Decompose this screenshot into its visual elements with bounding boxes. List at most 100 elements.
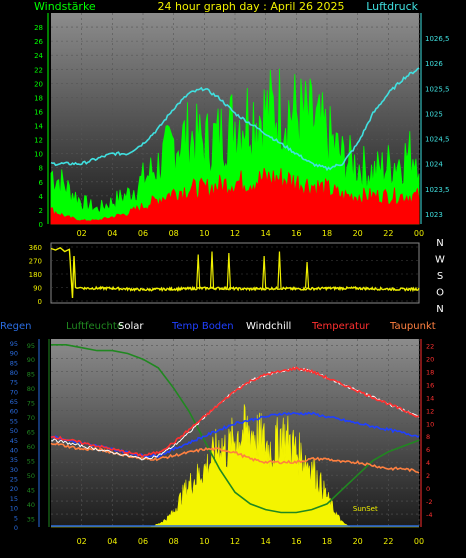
wind-series — [50, 167, 420, 225]
solar-series — [51, 404, 419, 528]
x-tick-label: 08 — [169, 537, 179, 546]
left-tick-label: 18 — [34, 94, 43, 102]
chart-title: 24 hour graph day : April 26 2025 — [158, 0, 345, 13]
rain-tick-label: 70 — [10, 388, 18, 396]
left-tick-label: 4 — [39, 193, 44, 201]
right-tick-label: 1025,5 — [425, 85, 450, 93]
temp-tick-label: 10 — [426, 420, 434, 428]
direction-series — [50, 247, 420, 299]
legend-item: Taupunkt — [389, 321, 436, 332]
x-tick-label: 04 — [107, 229, 117, 238]
rain-tick-label: 40 — [10, 446, 18, 454]
series-temperatur — [50, 366, 420, 458]
left-tick-label: 14 — [34, 123, 43, 131]
x-tick-label: 22 — [383, 229, 393, 238]
rain-tick-label: 45 — [10, 437, 18, 445]
left-tick-label: 2 — [39, 207, 43, 215]
rain-tick-label: 30 — [10, 466, 18, 474]
left-axis-title: Windstärke — [34, 0, 96, 13]
x-tick-label: 08 — [169, 229, 179, 238]
left-tick-label: 20 — [34, 80, 43, 88]
legend-item: Luftfeuchte — [66, 321, 123, 332]
humidity-tick-label: 70 — [27, 414, 35, 422]
rain-tick-label: 95 — [10, 340, 18, 348]
legend-item: Windchill — [246, 321, 291, 332]
left-tick-label: 0 — [39, 221, 43, 229]
series-temp-boden — [50, 411, 420, 458]
temp-tick-label: 12 — [426, 407, 434, 415]
x-tick-label: 14 — [261, 537, 271, 546]
humidity-tick-label: 50 — [27, 472, 35, 480]
direction-spike — [226, 252, 231, 289]
pressure-series — [50, 67, 420, 172]
temp-tick-label: 6 — [426, 446, 430, 454]
right-tick-label: 1026 — [425, 60, 443, 68]
direction-spike — [304, 261, 310, 289]
right-tick-label: 1026,5 — [425, 35, 450, 43]
compass-label: O — [436, 288, 444, 299]
rain-tick-label: 55 — [10, 417, 18, 425]
direction-spike — [196, 254, 201, 289]
temperature-panel-grid — [51, 339, 420, 527]
direction-tick-label: 180 — [29, 271, 42, 279]
humidity-tick-label: 45 — [27, 486, 35, 494]
temp-tick-label: 20 — [426, 355, 434, 363]
humidity-tick-label: 85 — [27, 371, 35, 379]
x-tick-label: 16 — [291, 229, 301, 238]
rain-tick-label: 5 — [14, 514, 18, 522]
humidity-series — [51, 344, 420, 514]
humidity-tick-label: 80 — [27, 385, 35, 393]
left-tick-label: 8 — [39, 165, 43, 173]
temp-tick-label: 4 — [426, 459, 430, 467]
humidity-tick-label: 55 — [27, 457, 35, 465]
right-tick-label: 1025 — [425, 110, 443, 118]
humidity-tick-label: 35 — [27, 515, 35, 523]
temp-tick-label: 0 — [426, 485, 430, 493]
humidity-tick-label: 90 — [27, 356, 35, 364]
x-tick-label: 12 — [230, 537, 240, 546]
x-tick-label: 14 — [261, 229, 271, 238]
left-tick-label: 10 — [34, 151, 43, 159]
x-tick-label: 12 — [230, 229, 240, 238]
sunset-annotation: SunSet — [353, 505, 378, 513]
compass-label: N — [436, 304, 443, 315]
direction-tick-label: 90 — [33, 285, 42, 293]
direction-panel-background — [50, 242, 420, 304]
x-tick-label: 00 — [414, 537, 424, 546]
x-tick-label: 00 — [414, 229, 424, 238]
x-tick-label: 02 — [77, 229, 87, 238]
wind-direction-series — [50, 247, 420, 299]
rain-tick-label: 90 — [10, 350, 18, 358]
x-tick-label: 18 — [322, 537, 332, 546]
humidity-tick-label: 75 — [27, 400, 35, 408]
x-tick-label: 20 — [353, 537, 363, 546]
temp-tick-label: 2 — [426, 472, 430, 480]
compass-label: S — [437, 271, 443, 282]
rain-tick-label: 80 — [10, 369, 18, 377]
left-tick-label: 12 — [34, 137, 43, 145]
rain-tick-label: 0 — [14, 524, 18, 532]
right-tick-label: 1024,5 — [425, 136, 450, 144]
wind-pressure-series — [50, 67, 420, 225]
humidity-tick-label: 40 — [27, 501, 35, 509]
compass-label: N — [436, 238, 443, 249]
left-tick-label: 26 — [34, 38, 43, 46]
temp-tick-label: -2 — [426, 498, 432, 506]
direction-tick-label: 360 — [29, 244, 42, 252]
rain-tick-label: 75 — [10, 379, 18, 387]
rain-tick-label: 60 — [10, 408, 18, 416]
x-tick-label: 10 — [199, 537, 209, 546]
x-tick-label: 20 — [353, 229, 363, 238]
direction-spike — [277, 251, 282, 289]
right-tick-label: 1023,5 — [425, 186, 450, 194]
x-tick-label: 02 — [77, 537, 87, 546]
temp-tick-label: 8 — [426, 433, 430, 441]
right-axis-title: Luftdruck — [366, 0, 418, 13]
rain-tick-label: 35 — [10, 456, 18, 464]
x-tick-label: 04 — [107, 537, 117, 546]
rain-tick-label: 15 — [10, 495, 18, 503]
x-tick-label: 06 — [138, 537, 148, 546]
rain-tick-label: 20 — [10, 485, 18, 493]
temp-tick-label: 22 — [426, 342, 434, 350]
